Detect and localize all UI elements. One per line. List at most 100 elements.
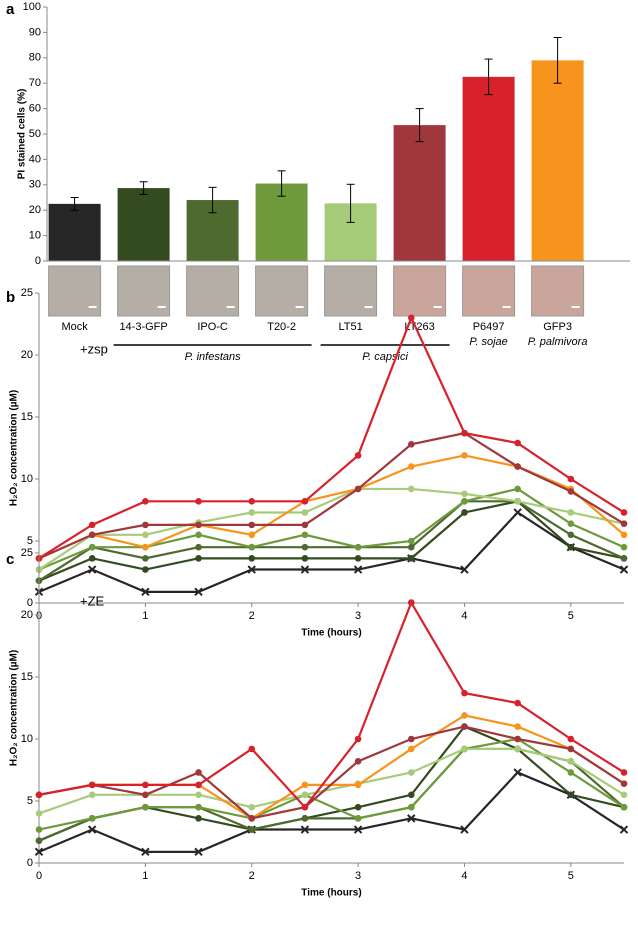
marker bbox=[567, 791, 575, 799]
marker bbox=[567, 475, 575, 483]
marker bbox=[248, 543, 256, 551]
series-line bbox=[38, 511, 625, 593]
y-tick-label: 5 bbox=[27, 795, 33, 807]
marker bbox=[407, 769, 415, 776]
marker bbox=[248, 498, 256, 505]
marker bbox=[620, 543, 628, 551]
y-tick-label: 10 bbox=[29, 230, 41, 242]
bar bbox=[117, 188, 170, 261]
cell-image bbox=[462, 265, 516, 317]
marker bbox=[142, 803, 149, 811]
bar bbox=[531, 60, 584, 262]
marker bbox=[88, 531, 96, 539]
group-label: P. sojae bbox=[469, 336, 507, 348]
marker bbox=[142, 531, 149, 539]
marker bbox=[461, 429, 468, 437]
category-label: 14-3-GFP bbox=[119, 321, 167, 333]
marker bbox=[248, 509, 256, 516]
x-tick-label: 0 bbox=[36, 870, 42, 882]
marker bbox=[301, 815, 309, 822]
marker bbox=[301, 791, 309, 799]
marker bbox=[407, 485, 415, 493]
series-line bbox=[38, 737, 625, 831]
y-tick-label: 10 bbox=[21, 733, 33, 745]
bar bbox=[462, 76, 515, 261]
y-tick-label: 20 bbox=[29, 204, 41, 216]
marker bbox=[142, 555, 149, 562]
marker bbox=[88, 781, 96, 789]
y-tick-label: 70 bbox=[29, 77, 41, 89]
marker bbox=[194, 847, 203, 857]
marker bbox=[248, 531, 256, 539]
marker bbox=[514, 498, 521, 505]
marker bbox=[142, 791, 149, 799]
marker bbox=[567, 758, 575, 765]
category-label: Mock bbox=[61, 321, 88, 333]
scale-bar bbox=[88, 306, 97, 308]
marker bbox=[354, 803, 362, 811]
marker bbox=[248, 826, 256, 833]
marker bbox=[301, 509, 309, 516]
marker bbox=[354, 543, 362, 551]
marker bbox=[513, 508, 522, 517]
series-line bbox=[38, 500, 625, 582]
marker bbox=[567, 543, 575, 551]
scale-bar bbox=[226, 306, 235, 308]
marker bbox=[195, 521, 202, 529]
marker bbox=[567, 769, 575, 776]
marker bbox=[195, 555, 202, 562]
marker bbox=[514, 463, 521, 470]
x-tick-label: 1 bbox=[142, 870, 148, 882]
marker bbox=[301, 498, 309, 505]
marker bbox=[141, 587, 150, 597]
scale-bar bbox=[364, 306, 373, 308]
marker bbox=[461, 509, 468, 516]
marker bbox=[620, 509, 628, 516]
cell-image bbox=[393, 265, 447, 317]
marker bbox=[407, 555, 415, 562]
marker bbox=[248, 555, 256, 562]
marker bbox=[195, 769, 202, 776]
series-line bbox=[38, 314, 625, 560]
group-label: P. infestans bbox=[185, 351, 242, 363]
marker bbox=[461, 745, 468, 753]
marker bbox=[619, 565, 629, 574]
marker bbox=[354, 815, 362, 822]
marker bbox=[620, 531, 628, 539]
scale-bar bbox=[571, 306, 580, 308]
marker bbox=[353, 825, 363, 834]
marker bbox=[354, 485, 362, 493]
category-label: GFP3 bbox=[543, 321, 572, 333]
scale-bar bbox=[433, 306, 442, 308]
x-tick-label: 4 bbox=[461, 870, 467, 882]
y-tick-label: 5 bbox=[27, 535, 33, 547]
y-tick-label: 0 bbox=[27, 597, 33, 609]
marker bbox=[300, 565, 310, 574]
group-label: P. capsici bbox=[362, 351, 408, 363]
annotation: +zsp bbox=[80, 341, 108, 356]
marker bbox=[513, 768, 522, 777]
marker bbox=[514, 735, 521, 743]
x-axis-label: Time (hours) bbox=[301, 628, 361, 639]
marker bbox=[620, 769, 628, 776]
marker bbox=[407, 599, 415, 606]
x-tick-label: 5 bbox=[568, 610, 574, 622]
marker bbox=[87, 565, 97, 574]
panel-letter: c bbox=[6, 551, 14, 568]
marker bbox=[142, 566, 149, 573]
x-tick-label: 3 bbox=[355, 870, 361, 882]
marker bbox=[567, 488, 575, 495]
series-line bbox=[38, 747, 625, 815]
y-tick-label: 0 bbox=[35, 255, 41, 267]
marker bbox=[620, 520, 628, 527]
marker bbox=[620, 791, 628, 799]
marker bbox=[248, 521, 256, 529]
marker bbox=[567, 509, 575, 516]
marker bbox=[88, 555, 96, 562]
marker bbox=[620, 555, 628, 562]
marker bbox=[195, 543, 202, 551]
marker bbox=[407, 735, 415, 743]
marker bbox=[142, 781, 149, 789]
y-axis-label: PI stained cells (%) bbox=[17, 89, 28, 180]
series-line bbox=[38, 714, 625, 820]
